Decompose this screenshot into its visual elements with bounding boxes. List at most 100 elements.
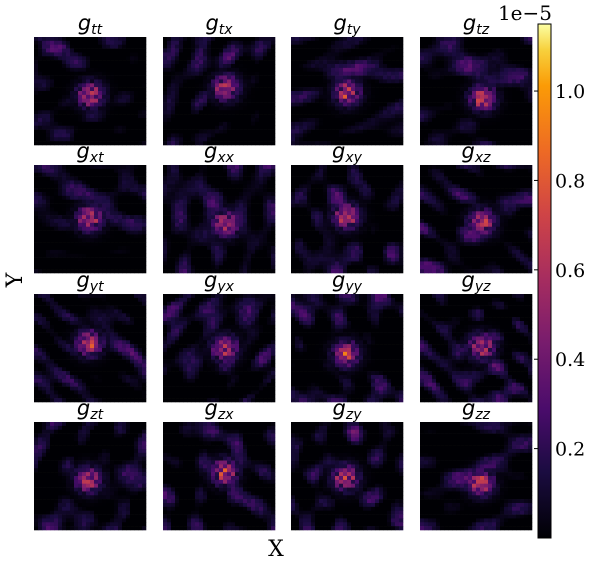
heatmap-cell — [175, 226, 180, 231]
heatmap-cell — [34, 257, 39, 262]
heatmap-cell — [508, 129, 513, 134]
heatmap-cell — [142, 192, 147, 197]
heatmap-cell — [175, 211, 180, 216]
heatmap-cell — [223, 168, 228, 174]
heatmap-cell — [106, 234, 111, 239]
heatmap-cell — [524, 129, 529, 134]
heatmap-cell — [70, 40, 75, 46]
heatmap-cell — [207, 48, 212, 53]
heatmap-cell — [163, 261, 168, 266]
heatmap-cell — [134, 207, 139, 212]
heatmap-cell — [307, 133, 312, 138]
heatmap-cell — [456, 121, 461, 127]
heatmap-cell — [512, 106, 517, 111]
heatmap-cell — [34, 165, 39, 170]
heatmap-cell — [94, 87, 99, 92]
heatmap-cell — [239, 106, 244, 111]
heatmap-cell — [291, 64, 296, 69]
heatmap-cell — [347, 102, 352, 107]
heatmap-cell — [520, 52, 525, 57]
heatmap-cell — [339, 192, 344, 197]
heatmap-cell — [367, 94, 372, 100]
heatmap-cell — [303, 172, 308, 177]
heatmap-cell — [122, 195, 127, 201]
heatmap-cell — [399, 60, 404, 65]
heatmap-cell — [118, 238, 123, 243]
heatmap-cell — [452, 102, 457, 107]
heatmap-cell — [315, 121, 320, 127]
heatmap-cell — [339, 102, 344, 107]
heatmap-cell — [94, 44, 99, 49]
heatmap-cell — [375, 129, 380, 134]
heatmap-cell — [102, 94, 107, 100]
heatmap-cell — [255, 83, 260, 88]
heatmap-cell — [110, 129, 115, 134]
heatmap-cell — [504, 133, 509, 138]
heatmap-cell — [235, 168, 240, 174]
heatmap-cell — [74, 106, 79, 111]
heatmap-cell — [424, 79, 429, 84]
heatmap-cell — [58, 269, 63, 274]
heatmap-cell — [46, 37, 51, 42]
heatmap-cell — [42, 192, 47, 197]
heatmap-cell — [247, 64, 252, 69]
heatmap-cell — [267, 199, 272, 204]
heatmap-cell — [524, 64, 529, 69]
heatmap-cell — [399, 184, 404, 189]
heatmap-cell — [456, 52, 461, 57]
heatmap-cell — [339, 94, 344, 100]
heatmap-cell — [512, 52, 517, 57]
heatmap-cell — [436, 137, 441, 142]
heatmap-cell — [199, 79, 204, 84]
heatmap-cell — [231, 44, 236, 49]
heatmap-cell — [102, 195, 107, 201]
heatmap-cell — [359, 180, 364, 185]
heatmap-cell — [126, 269, 131, 274]
heatmap-cell — [183, 180, 188, 185]
heatmap-cell — [440, 121, 445, 127]
heatmap-cell — [460, 137, 465, 142]
heatmap-cell — [171, 114, 176, 119]
heatmap-cell — [62, 71, 67, 76]
heatmap-cell — [46, 110, 51, 115]
heatmap-cell — [460, 98, 465, 103]
heatmap-cell — [303, 67, 308, 73]
heatmap-cell — [94, 253, 99, 258]
heatmap-cell — [138, 133, 143, 138]
heatmap-cell — [86, 71, 91, 76]
heatmap-cell — [235, 188, 240, 193]
heatmap-cell — [508, 102, 513, 107]
heatmap-cell — [211, 242, 216, 247]
heatmap-cell — [138, 91, 143, 96]
heatmap-cell — [231, 37, 236, 42]
heatmap-cell — [267, 211, 272, 216]
heatmap-cell — [199, 114, 204, 119]
heatmap-cell — [375, 176, 380, 181]
heatmap-cell — [134, 133, 139, 138]
heatmap-cell — [319, 118, 324, 123]
heatmap-cell — [78, 246, 83, 251]
heatmap-cell — [267, 215, 272, 220]
heatmap-cell — [343, 195, 348, 201]
heatmap-cell — [62, 219, 67, 224]
heatmap-cell — [54, 199, 59, 204]
heatmap-cell — [90, 265, 95, 270]
heatmap-cell — [351, 52, 356, 57]
heatmap-cell — [74, 180, 79, 185]
heatmap-cell — [78, 71, 83, 76]
heatmap-cell — [448, 125, 453, 130]
heatmap-cell — [255, 253, 260, 258]
heatmap-cell — [50, 118, 55, 123]
heatmap-cell — [58, 37, 63, 42]
heatmap-cell — [331, 172, 336, 177]
heatmap-cell — [42, 168, 47, 174]
heatmap-cell — [223, 246, 228, 251]
heatmap-cell — [46, 141, 51, 146]
heatmap-cell — [307, 165, 312, 170]
heatmap-cell — [239, 121, 244, 127]
heatmap-cell — [512, 56, 517, 61]
heatmap-cell — [110, 192, 115, 197]
heatmap-cell — [327, 141, 332, 146]
heatmap-cell — [211, 168, 216, 174]
heatmap-cell — [480, 52, 485, 57]
